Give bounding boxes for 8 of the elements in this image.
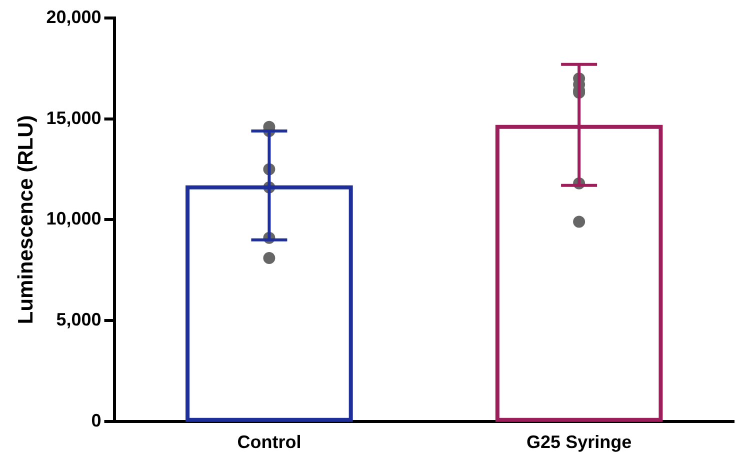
y-axis-title: Luminescence (RLU) bbox=[14, 115, 38, 324]
x-tick-label: G25 Syringe bbox=[526, 432, 632, 452]
y-tick-label: 5,000 bbox=[56, 310, 102, 330]
x-tick-label: Control bbox=[237, 432, 302, 452]
y-tick-label: 0 bbox=[91, 410, 102, 430]
y-tick-label: 20,000 bbox=[46, 6, 102, 27]
y-tick-label: 15,000 bbox=[46, 108, 102, 128]
y-tick-label: 10,000 bbox=[46, 208, 102, 229]
